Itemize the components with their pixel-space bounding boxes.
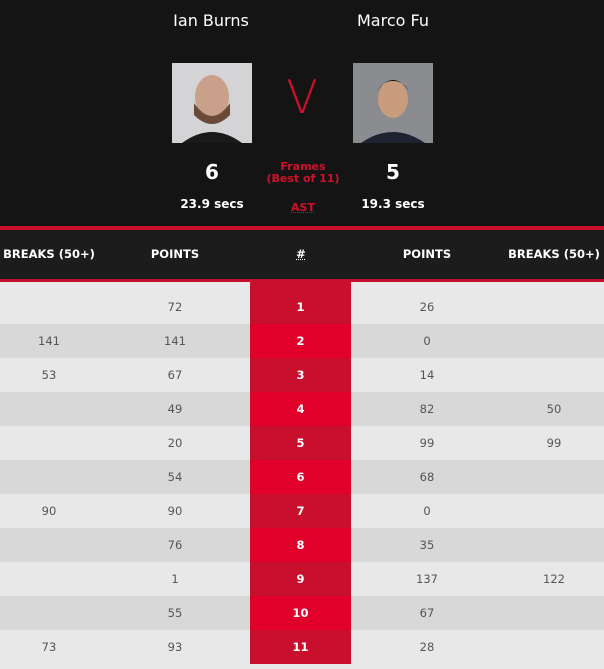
p1-points-cell: 55 [167,606,183,620]
p1-points-cell: 93 [167,640,183,654]
header-frame[interactable]: # [296,247,306,261]
p1-points-cell: 76 [167,538,183,552]
player2-frames: 5 [386,160,400,184]
player1-ast: 23.9 secs [180,197,244,211]
p1-points-cell: 54 [167,470,183,484]
frame-number-cell: 4 [250,392,351,426]
p2-breaks-cell: 50 [546,402,562,416]
table-row: 72 26 1 [0,282,604,324]
frame-number-cell: 8 [250,528,351,562]
player1-frames: 6 [205,160,219,184]
p1-breaks-cell: 73 [41,640,57,654]
p2-breaks-cell: 99 [546,436,562,450]
header-p1-points: POINTS [150,247,200,261]
frame-number-cell: 1 [250,282,351,324]
frames-table: 72 26 1 141 141 0 2 53 67 14 3 49 82 50 4 20 99 99 5 54 68 6 9… [0,282,604,664]
player2-name[interactable]: Marco Fu [357,11,429,30]
header-p2-breaks: BREAKS (50+) [508,247,600,261]
divider [0,226,604,230]
table-header: BREAKS (50+) POINTS # POINTS BREAKS (50+… [0,230,604,279]
p1-points-cell: 67 [167,368,183,382]
p1-points-cell: 72 [167,300,183,314]
p2-points-cell: 82 [419,402,435,416]
frames-label: Frames (Best of 11) [258,161,348,185]
p2-points-cell: 67 [419,606,435,620]
ast-label[interactable]: AST [291,201,315,214]
divider [0,279,604,282]
header-p1-breaks: BREAKS (50+) [3,247,95,261]
table-row: 53 67 14 3 [0,358,604,392]
table-row: 20 99 99 5 [0,426,604,460]
versus-label: V [286,70,318,124]
p2-points-cell: 35 [419,538,435,552]
player2-photo [353,63,433,143]
p1-points-cell: 20 [167,436,183,450]
player2-ast: 19.3 secs [361,197,425,211]
p2-points-cell: 28 [419,640,435,654]
p2-points-cell: 137 [416,572,438,586]
p2-points-cell: 0 [423,504,431,518]
p1-breaks-cell: 90 [41,504,57,518]
frames-text: Frames [280,160,326,173]
p2-points-cell: 0 [423,334,431,348]
p2-points-cell: 99 [419,436,435,450]
table-row: 73 93 28 11 [0,630,604,664]
table-row: 90 90 0 7 [0,494,604,528]
match-header: Ian Burns Marco Fu V 6 5 Frames (Best of … [0,0,604,226]
header-p2-points: POINTS [402,247,452,261]
frame-number-cell: 9 [250,562,351,596]
table-row: 55 67 10 [0,596,604,630]
p1-points-cell: 49 [167,402,183,416]
p1-breaks-cell: 53 [41,368,57,382]
table-row: 49 82 50 4 [0,392,604,426]
p1-points-cell: 141 [164,334,186,348]
p1-breaks-cell: 141 [38,334,60,348]
table-row: 1 137 122 9 [0,562,604,596]
p2-points-cell: 26 [419,300,435,314]
frame-number-cell: 3 [250,358,351,392]
p1-points-cell: 90 [167,504,183,518]
frame-number-cell: 11 [250,630,351,664]
best-of-text: (Best of 11) [266,172,340,185]
player1-name[interactable]: Ian Burns [173,11,249,30]
table-row: 76 35 8 [0,528,604,562]
frame-number-cell: 6 [250,460,351,494]
p1-points-cell: 1 [171,572,179,586]
player1-photo [172,63,252,143]
table-row: 141 141 0 2 [0,324,604,358]
frame-number-cell: 5 [250,426,351,460]
p2-points-cell: 14 [419,368,435,382]
p2-points-cell: 68 [419,470,435,484]
frame-number-cell: 2 [250,324,351,358]
p2-breaks-cell: 122 [543,572,565,586]
frame-number-cell: 10 [250,596,351,630]
frame-number-cell: 7 [250,494,351,528]
table-row: 54 68 6 [0,460,604,494]
